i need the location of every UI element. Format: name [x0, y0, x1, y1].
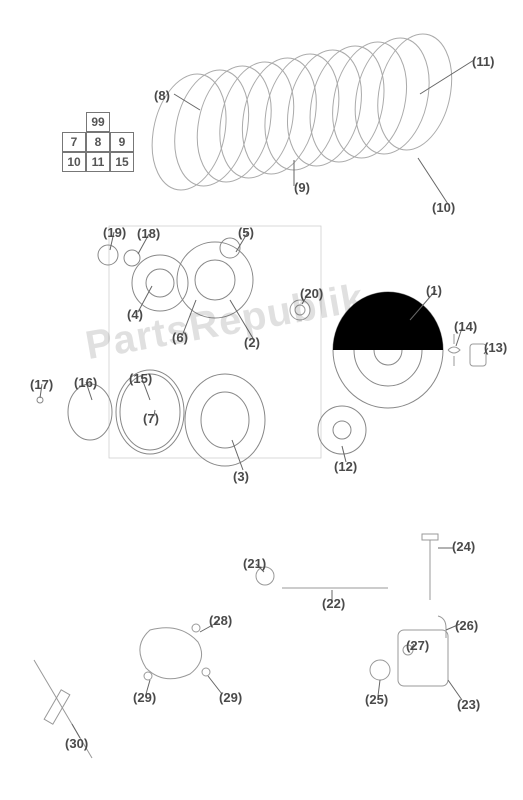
- callout-11: 11: [472, 54, 494, 69]
- bearing: [290, 300, 310, 320]
- callout-27: 27: [406, 638, 429, 653]
- numbox-r2-0: 10: [62, 152, 86, 172]
- numbox-r1-1: 8: [86, 132, 110, 152]
- callout-18: 18: [137, 226, 160, 241]
- callout-12: 12: [334, 459, 357, 474]
- callout-17: 17: [30, 377, 53, 392]
- callout-16: 16: [74, 375, 97, 390]
- numbox-top: 99: [86, 112, 110, 132]
- callout-19: 19: [103, 225, 126, 240]
- inner-hub-cluster: [98, 238, 253, 318]
- numbox-r2-1: 11: [86, 152, 110, 172]
- callout-24: 24: [452, 539, 475, 554]
- callout-2: 2: [244, 335, 260, 350]
- callout-22: 22: [322, 596, 345, 611]
- callout-10: 10: [432, 200, 455, 215]
- callout-23: 23: [457, 697, 480, 712]
- callout-30: 30: [65, 736, 88, 751]
- callout-28: 28: [209, 613, 232, 628]
- callout-1: 1: [426, 283, 442, 298]
- spring-bushing: [448, 334, 486, 366]
- callout-29b: 29: [219, 690, 242, 705]
- callout-25: 25: [365, 692, 388, 707]
- callout-9: 9: [294, 180, 310, 195]
- callout-26: 26: [455, 618, 478, 633]
- callout-15: 15: [129, 371, 152, 386]
- pushrod-group: [256, 567, 388, 588]
- callout-5: 5: [238, 225, 254, 240]
- callout-7: 7: [143, 411, 159, 426]
- clutch-disc-stack: [145, 34, 459, 190]
- callout-14: 14: [454, 319, 477, 334]
- callout-20: 20: [300, 286, 323, 301]
- numbox-r2-2: 15: [110, 152, 134, 172]
- callout-6: 6: [172, 330, 188, 345]
- kit-number-group: 99 7 8 9 10 11 15: [62, 112, 134, 172]
- callout-8: 8: [154, 88, 170, 103]
- callout-13: 13: [484, 340, 507, 355]
- cover-piece: [140, 624, 210, 680]
- callout-3: 3: [233, 469, 249, 484]
- numbox-r1-2: 9: [110, 132, 134, 152]
- numbox-r1-0: 7: [62, 132, 86, 152]
- slave-cylinder: [370, 534, 448, 686]
- clutch-basket: [333, 292, 443, 408]
- callout-29a: 29: [133, 690, 156, 705]
- callout-21: 21: [243, 556, 266, 571]
- callout-4: 4: [127, 307, 143, 322]
